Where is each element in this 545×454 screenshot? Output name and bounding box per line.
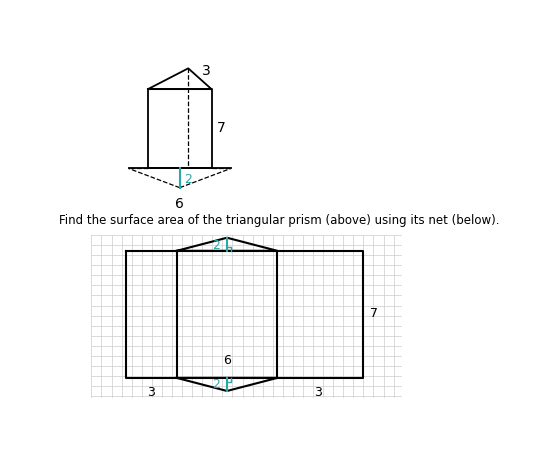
Text: 3: 3	[202, 64, 211, 78]
Text: 6: 6	[175, 197, 184, 211]
Text: 3: 3	[147, 385, 155, 399]
Text: 7: 7	[217, 121, 226, 135]
Text: 3: 3	[314, 385, 323, 399]
Text: 6: 6	[223, 355, 231, 367]
Text: 2: 2	[212, 378, 220, 390]
Text: 2: 2	[184, 173, 192, 186]
Text: Find the surface area of the triangular prism (above) using its net (below).: Find the surface area of the triangular …	[59, 213, 499, 227]
Text: 2: 2	[212, 239, 220, 252]
Text: 7: 7	[371, 307, 378, 321]
